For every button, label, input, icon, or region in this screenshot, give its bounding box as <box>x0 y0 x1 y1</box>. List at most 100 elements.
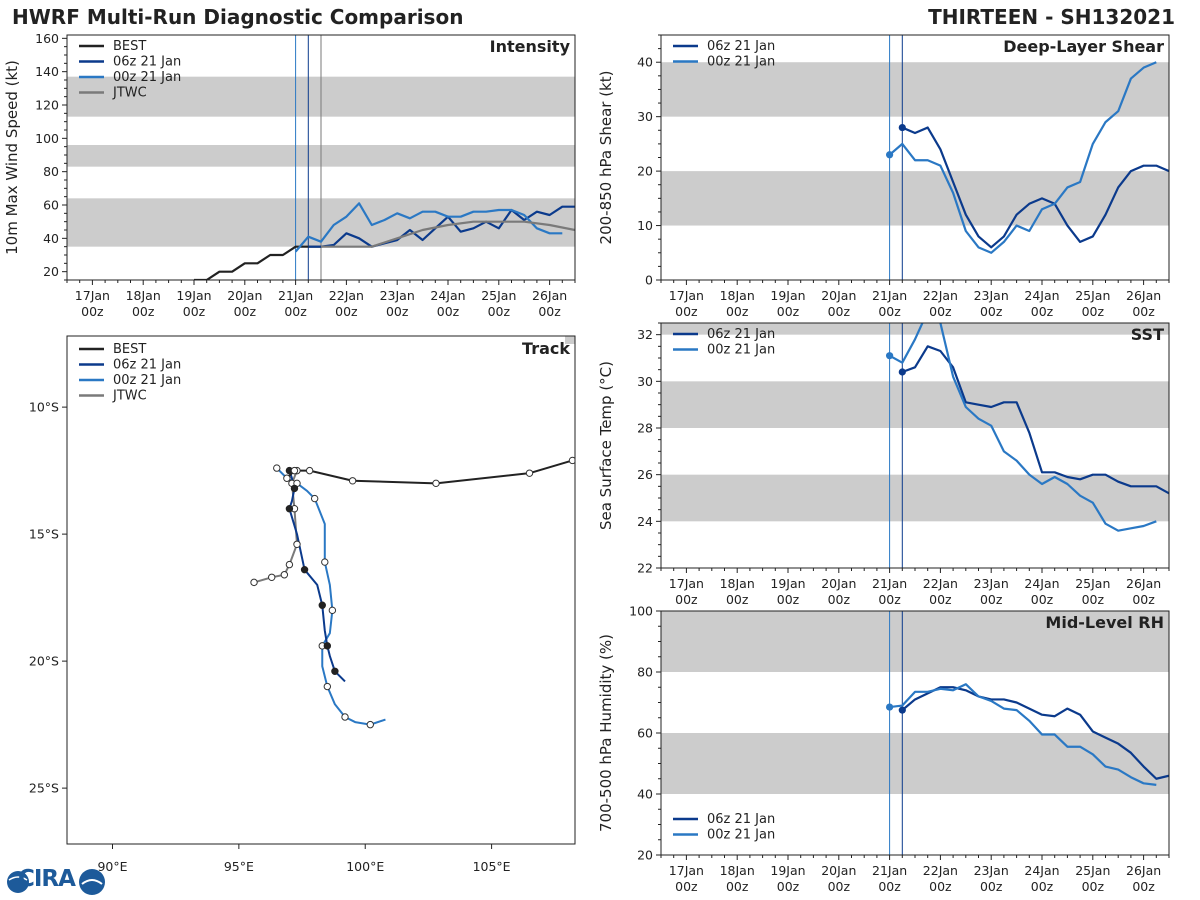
shear-xtick-date: 26Jan <box>1126 288 1161 303</box>
shear-xtick-date: 21Jan <box>872 288 907 303</box>
sst-xtick-hour: 00z <box>980 592 1003 607</box>
intensity-ytick-label: 140 <box>35 64 59 79</box>
sst-xtick-hour: 00z <box>1132 592 1155 607</box>
intensity-xtick-hour: 00z <box>81 304 104 319</box>
shear-xtick-hour: 00z <box>675 304 698 319</box>
shear-xtick-hour: 00z <box>777 304 800 319</box>
rh-start-point-run00z <box>886 703 894 711</box>
track-legend-label-run00z: 00z 21 Jan <box>113 373 181 388</box>
intensity-xtick-date: 17Jan <box>75 288 110 303</box>
rh-xtick-hour: 00z <box>1082 879 1105 894</box>
track-background <box>67 336 575 844</box>
intensity-panel-title: Intensity <box>490 37 571 56</box>
storm-id-title: THIRTEEN - SH132021 <box>928 5 1175 29</box>
track-point-best <box>305 466 314 475</box>
intensity-xtick-date: 26Jan <box>532 288 567 303</box>
shear-ytick-label: 20 <box>637 164 653 179</box>
rh-xtick-hour: 00z <box>878 879 901 894</box>
shear-band-1 <box>661 62 1169 117</box>
intensity-line-jtwc <box>321 220 575 248</box>
intensity-line-best <box>194 245 321 280</box>
track-point-run00z <box>366 720 374 729</box>
sst-xtick-date: 22Jan <box>923 576 958 591</box>
sst-line-run06z <box>901 345 1169 495</box>
sst-xtick-date: 21Jan <box>872 576 907 591</box>
shear-band-0 <box>661 171 1169 226</box>
track-point-best <box>290 466 299 475</box>
shear-xtick-hour: 00z <box>726 304 749 319</box>
track-point-run06z <box>300 565 309 574</box>
intensity-xtick-date: 22Jan <box>329 288 364 303</box>
intensity-xtick-hour: 00z <box>132 304 155 319</box>
track-ytick-label: 10°S <box>29 400 59 415</box>
sst-ylabel: Sea Surface Temp (°C) <box>597 361 615 530</box>
shear-series-group <box>886 61 1169 254</box>
track-point-best <box>432 479 440 488</box>
track-series-group <box>250 456 575 729</box>
shear-ytick-label: 10 <box>637 218 653 233</box>
rh-ytick-label: 100 <box>629 604 653 619</box>
rh-ytick-label: 80 <box>637 665 653 680</box>
sst-ytick-label: 32 <box>637 327 653 342</box>
intensity-legend-label-run00z: 00z 21 Jan <box>113 70 181 85</box>
rh-xtick-date: 23Jan <box>974 863 1009 878</box>
shear-xtick-date: 22Jan <box>923 288 958 303</box>
sst-legend-label-run00z: 00z 21 Jan <box>707 343 775 358</box>
sst-legend-label-run06z: 06z 21 Jan <box>707 327 775 342</box>
rh-xtick-date: 22Jan <box>923 863 958 878</box>
rh-ylabel: 700-500 hPa Humidity (%) <box>597 634 615 832</box>
shear-ytick-label: 40 <box>637 55 653 70</box>
track-point-run06z <box>323 642 332 650</box>
intensity-ytick-label: 120 <box>35 98 59 113</box>
track-point-best <box>568 456 575 465</box>
shear-panel: 01020304017Jan00z18Jan00z19Jan00z20Jan00… <box>597 34 1170 319</box>
intensity-xtick-date: 23Jan <box>380 288 415 303</box>
rh-panel-title: Mid-Level RH <box>1045 613 1164 632</box>
rh-xtick-date: 24Jan <box>1024 863 1059 878</box>
sst-start-point-run06z <box>898 368 906 376</box>
intensity-xtick-hour: 00z <box>234 304 257 319</box>
sst-xtick-hour: 00z <box>675 592 698 607</box>
sst-xtick-date: 26Jan <box>1126 576 1161 591</box>
sst-xtick-hour: 00z <box>1082 592 1105 607</box>
shear-xtick-hour: 00z <box>1082 304 1105 319</box>
sst-xtick-date: 18Jan <box>720 576 755 591</box>
shear-ytick-label: 0 <box>645 273 653 288</box>
sst-band-1 <box>661 381 1169 428</box>
sst-ytick-label: 30 <box>637 374 653 389</box>
shear-line-run06z <box>901 126 1169 249</box>
intensity-xtick-date: 20Jan <box>227 288 262 303</box>
track-point-run00z <box>273 464 281 472</box>
shear-xtick-date: 25Jan <box>1075 288 1110 303</box>
sst-xtick-hour: 00z <box>726 592 749 607</box>
shear-panel-title: Deep-Layer Shear <box>1003 37 1164 56</box>
rh-line-run06z <box>901 686 1169 780</box>
sst-xtick-date: 20Jan <box>821 576 856 591</box>
shear-ytick-label: 30 <box>637 109 653 124</box>
sst-xtick-hour: 00z <box>828 592 851 607</box>
rh-xtick-hour: 00z <box>929 879 952 894</box>
intensity-line-run06z <box>308 205 575 248</box>
sst-xtick-hour: 00z <box>878 592 901 607</box>
track-point-jtwc <box>285 560 294 569</box>
rh-ytick-label: 60 <box>637 726 653 741</box>
rh-start-point-run06z <box>898 706 906 714</box>
shear-line-run00z <box>888 61 1157 254</box>
track-ytick-label: 15°S <box>29 527 59 542</box>
track-point-best <box>348 477 357 485</box>
sst-xtick-date: 17Jan <box>669 576 704 591</box>
rh-xtick-hour: 00z <box>980 879 1003 894</box>
intensity-xtick-date: 24Jan <box>430 288 465 303</box>
sst-ytick-label: 22 <box>637 561 653 576</box>
sst-xtick-hour: 00z <box>777 592 800 607</box>
cira-globe-icon <box>7 869 105 895</box>
rh-xtick-hour: 00z <box>1031 879 1054 894</box>
sst-band-2 <box>661 323 1169 335</box>
track-legend-label-jtwc: JTWC <box>112 389 147 404</box>
cira-logo-text: CIRA <box>18 866 76 892</box>
sst-line-run00z <box>889 323 1157 532</box>
rh-xtick-date: 18Jan <box>720 863 755 878</box>
intensity-series-group <box>194 202 575 280</box>
rh-band-1 <box>661 611 1169 672</box>
rh-series-group <box>886 683 1169 786</box>
